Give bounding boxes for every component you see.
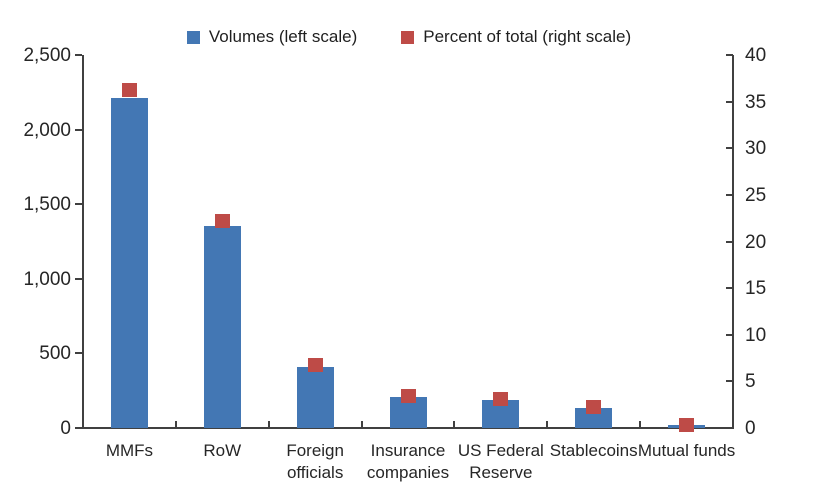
right-axis-tick (726, 333, 733, 336)
left-axis-tick-label: 500 (39, 343, 71, 365)
right-axis-tick (726, 193, 733, 196)
percent-marker (679, 418, 695, 433)
legend-label-percent: Percent of total (right scale) (423, 27, 632, 46)
bar (110, 97, 148, 428)
bar (296, 366, 334, 428)
x-category-label: US Federal Reserve (457, 441, 544, 482)
x-axis-tick (639, 421, 642, 428)
x-axis-tick (360, 421, 363, 428)
left-axis-tick (75, 427, 82, 429)
left-axis-tick (75, 128, 82, 131)
legend-label-volumes: Volumes (left scale) (208, 27, 358, 46)
percent-marker (214, 213, 230, 228)
left-axis-tick (75, 203, 82, 206)
percent-marker (121, 83, 137, 98)
left-axis-spine (82, 55, 84, 429)
right-axis-tick-label: 10 (745, 324, 767, 346)
x-category-label: Stablecoins (549, 441, 638, 460)
left-axis-tick-label: 0 (60, 418, 71, 439)
right-axis-tick (726, 427, 733, 429)
right-axis-tick (726, 100, 733, 103)
legend-item-percent: Percent of total (right scale) (401, 27, 631, 47)
right-axis-tick-label: 30 (745, 138, 767, 160)
bar (575, 408, 613, 428)
x-axis-tick (267, 421, 270, 428)
right-axis-tick-label: 20 (745, 231, 767, 253)
left-axis-tick (75, 352, 82, 355)
right-axis-tick-label: 40 (745, 45, 767, 66)
left-axis-tick-label: 1,000 (23, 268, 71, 290)
right-axis-tick-label: 25 (745, 184, 767, 206)
percent-marker (493, 392, 509, 407)
x-axis-line (82, 427, 734, 429)
legend: Volumes (left scale) Percent of total (r… (0, 27, 818, 47)
right-axis-tick-label: 0 (745, 418, 756, 439)
percent-marker (586, 400, 602, 415)
right-axis-tick (726, 240, 733, 243)
x-category-label: Mutual funds (637, 441, 736, 460)
percent-swatch-icon (401, 30, 415, 44)
x-category-label: MMFs (105, 441, 154, 460)
right-axis-tick (726, 287, 733, 290)
x-axis-tick (453, 421, 456, 428)
left-axis-tick (75, 54, 82, 56)
right-axis-tick (726, 380, 733, 383)
left-axis-tick-label: 1,500 (23, 194, 71, 216)
left-axis-tick-label: 2,000 (23, 119, 71, 141)
left-axis-tick (75, 277, 82, 280)
right-axis-tick-label: 5 (745, 371, 756, 393)
percent-marker (307, 357, 323, 372)
right-axis-tick-label: 15 (745, 278, 767, 300)
x-category-label: Insurance companies (366, 441, 450, 482)
bar (203, 225, 241, 428)
legend-item-volumes: Volumes (left scale) (186, 27, 358, 47)
left-axis-tick-label: 2,500 (23, 45, 71, 66)
right-axis-spine (732, 55, 734, 429)
x-axis-tick (546, 421, 549, 428)
volumes-swatch-icon (186, 30, 200, 44)
right-axis-tick (726, 147, 733, 150)
x-category-label: Foreign officials (286, 441, 344, 482)
percent-marker (400, 389, 416, 404)
right-axis-tick (726, 54, 733, 56)
right-axis-tick-label: 35 (745, 91, 767, 113)
x-category-label: RoW (203, 441, 242, 460)
x-axis-tick (174, 421, 177, 428)
